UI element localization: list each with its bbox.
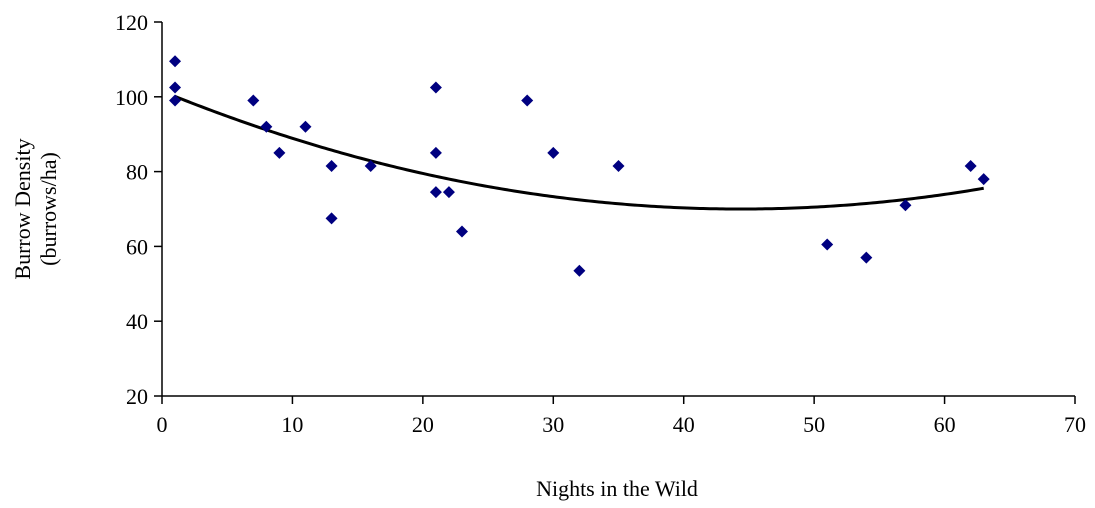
y-tick-label-80: 80 [126,160,148,185]
y-axis-title-line2: (burrows/ha) [36,152,61,266]
data-point-16 [547,146,560,159]
y-tick-label-40: 40 [126,309,148,334]
y-tick-label-20: 20 [126,384,148,409]
x-tick-label-50: 50 [803,412,825,437]
data-point-8 [325,212,338,225]
data-point-4 [260,120,273,133]
data-points-layer [169,55,990,277]
y-tick-label-120: 120 [115,10,148,35]
data-point-9 [364,159,377,172]
x-tick-label-20: 20 [412,412,434,437]
axes [154,21,1076,404]
data-point-19 [821,238,834,251]
x-tick-label-40: 40 [673,412,695,437]
y-tick-label-60: 60 [126,234,148,259]
tick-labels-layer: 20 40 60 80 100 120 0 10 20 30 40 50 60 70 [115,10,1086,437]
data-point-14 [455,225,468,238]
x-tick-label-70: 70 [1064,412,1086,437]
data-point-21 [899,199,912,212]
data-point-22 [964,159,977,172]
x-tick-label-10: 10 [281,412,303,437]
data-point-20 [860,251,873,264]
data-point-11 [429,146,442,159]
trendline-layer [174,95,984,211]
data-point-3 [247,94,260,107]
x-axis-title: Nights in the Wild [536,476,698,501]
data-point-13 [442,186,455,199]
x-tick-label-30: 30 [542,412,564,437]
data-point-10 [429,81,442,94]
x-tick-label-60: 60 [934,412,956,437]
y-tick-label-100: 100 [115,85,148,110]
data-point-23 [977,173,990,186]
data-point-6 [299,120,312,133]
data-point-0 [169,55,182,68]
x-tick-label-0: 0 [157,412,168,437]
data-point-5 [273,146,286,159]
data-point-17 [573,264,586,277]
data-point-7 [325,159,338,172]
data-point-1 [169,81,182,94]
data-point-15 [521,94,534,107]
data-point-18 [612,159,625,172]
y-axis-title-line1: Burrow Density [10,138,35,279]
data-point-12 [429,186,442,199]
data-point-2 [169,94,182,107]
trendline [174,95,984,211]
